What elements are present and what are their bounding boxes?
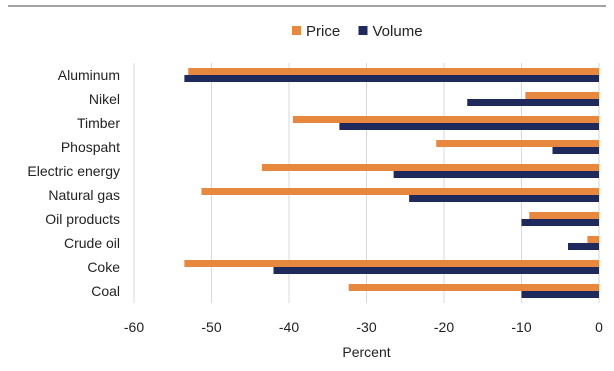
bar-volume-nikel — [467, 99, 599, 106]
legend-swatch — [292, 26, 301, 35]
bar-volume-electric-energy — [393, 171, 599, 178]
x-tick-labels: -60 -50 -40 -30 -20 -10 0 — [124, 319, 603, 335]
category-label: Oil products — [45, 211, 120, 227]
category-label: Crude oil — [64, 235, 120, 251]
category-label: Phospaht — [61, 139, 120, 155]
x-tick-label: -30 — [356, 319, 376, 335]
category-label: Natural gas — [48, 187, 120, 203]
bar-price-electric-energy — [261, 164, 599, 171]
bar-volume-oil-products — [521, 219, 599, 226]
x-tick-label: -60 — [124, 319, 144, 335]
bar-volume-phospaht — [552, 147, 599, 154]
x-tick-label: -40 — [279, 319, 299, 335]
bar-price-timber — [292, 116, 599, 123]
x-axis-title: Percent — [342, 344, 390, 360]
x-tick-label: 0 — [595, 319, 603, 335]
bar-price-aluminum — [188, 68, 599, 75]
x-tick-label: -10 — [511, 319, 531, 335]
category-label: Nikel — [89, 91, 120, 107]
legend-label: Price — [306, 23, 340, 40]
legend: Price Volume — [292, 23, 423, 40]
bars — [184, 68, 600, 298]
category-label: Timber — [77, 115, 120, 131]
category-label: Aluminum — [58, 67, 120, 83]
bar-volume-crude-oil — [568, 243, 599, 250]
legend-swatch — [358, 26, 368, 35]
bar-price-crude-oil — [587, 236, 599, 243]
bar-volume-natural-gas — [409, 195, 599, 202]
category-label: Coal — [91, 283, 120, 299]
bar-price-coke — [184, 260, 599, 267]
x-tick-label: -50 — [201, 319, 221, 335]
bar-price-natural-gas — [201, 188, 600, 195]
category-label: Coke — [87, 259, 120, 275]
bar-price-oil-products — [529, 212, 599, 219]
bar-price-nikel — [525, 92, 599, 99]
x-tick-label: -20 — [434, 319, 454, 335]
bar-volume-coke — [273, 267, 599, 274]
bar-price-coal — [348, 284, 599, 291]
bar-volume-coal — [521, 291, 599, 298]
legend-label: Volume — [373, 23, 423, 40]
bar-price-phospaht — [436, 140, 599, 147]
category-labels: Aluminum Nikel Timber Phospaht Electric ener… — [27, 67, 120, 299]
bar-volume-timber — [339, 123, 599, 130]
bar-volume-aluminum — [184, 75, 599, 82]
category-label: Electric energy — [27, 163, 120, 179]
